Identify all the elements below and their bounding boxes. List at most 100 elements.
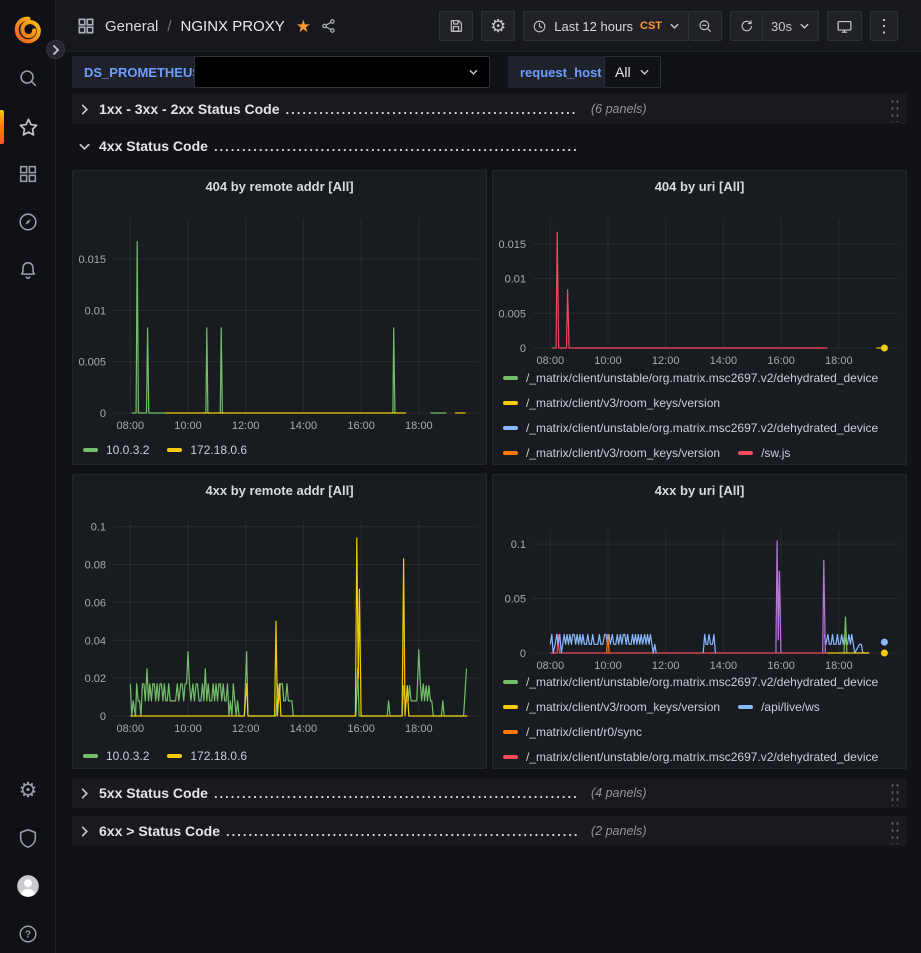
row-drag-handle[interactable] bbox=[890, 818, 899, 844]
refresh-button[interactable] bbox=[730, 11, 764, 41]
sidebar-item-configuration[interactable]: ⚙ bbox=[0, 768, 56, 812]
timeseries-chart-404-by-uri[interactable]: 0 0.005 0.01 0.015 08:00 10:00 12:00 14:00 16:00… bbox=[493, 201, 906, 371]
row-panel-count: (2 panels) bbox=[591, 824, 647, 838]
zoom-out-icon bbox=[699, 20, 711, 32]
row-dots-leader: ........................................… bbox=[226, 824, 577, 839]
sidebar-item-starred[interactable] bbox=[0, 105, 56, 149]
ds-prometheus-value-dropdown[interactable] bbox=[194, 56, 490, 88]
breadcrumb-section[interactable]: General bbox=[105, 17, 159, 35]
sidebar-item-server-admin[interactable] bbox=[0, 816, 56, 860]
sidebar-item-search[interactable] bbox=[0, 56, 56, 100]
chevron-down-icon bbox=[469, 69, 478, 75]
sidebar-item-profile[interactable] bbox=[0, 864, 56, 908]
sidebar-item-alerting[interactable] bbox=[0, 248, 56, 292]
svg-text:14:00: 14:00 bbox=[710, 660, 738, 671]
help-icon: ? bbox=[19, 925, 37, 943]
chart-legend: 10.0.3.2 172.18.0.6 bbox=[83, 743, 483, 768]
legend-item[interactable]: /_matrix/client/v3/room_keys/version bbox=[503, 390, 720, 415]
share-button[interactable] bbox=[320, 17, 338, 35]
refresh-interval-dropdown[interactable]: 30s bbox=[763, 11, 819, 41]
chart-legend: /_matrix/client/unstable/org.matrix.msc2… bbox=[503, 365, 903, 464]
request-host-value-dropdown[interactable]: All bbox=[604, 56, 661, 88]
time-range-label: Last 12 hours bbox=[554, 18, 634, 34]
svg-text:08:00: 08:00 bbox=[537, 660, 565, 671]
chevron-down-icon bbox=[800, 23, 809, 29]
svg-text:08:00: 08:00 bbox=[117, 723, 145, 735]
sidebar-item-help[interactable]: ? bbox=[0, 912, 56, 953]
legend-swatch bbox=[503, 729, 518, 734]
svg-text:08:00: 08:00 bbox=[537, 355, 565, 367]
svg-text:14:00: 14:00 bbox=[710, 355, 738, 367]
row-drag-handle[interactable] bbox=[890, 780, 899, 806]
svg-text:16:00: 16:00 bbox=[767, 355, 795, 367]
time-controls: Last 12 hours CST bbox=[523, 11, 723, 41]
bell-icon bbox=[20, 261, 36, 280]
kebab-menu-button[interactable]: ⋮ bbox=[870, 11, 898, 41]
legend-label: 172.18.0.6 bbox=[190, 748, 248, 763]
dashboard-row-4xx[interactable]: 4xx Status Code ........................… bbox=[72, 131, 907, 161]
legend-swatch bbox=[503, 450, 518, 455]
sidebar-item-explore[interactable] bbox=[0, 200, 56, 244]
legend-item[interactable]: 10.0.3.2 bbox=[83, 437, 149, 462]
timeseries-chart-404-by-remote-addr[interactable]: 0 0.005 0.01 0.015 08:00 10:00 12:00 14:00 16:00… bbox=[73, 201, 486, 437]
timeseries-chart-4xx-by-remote-addr[interactable]: 0 0.02 0.04 0.06 0.08 0.1 08:00 10:00 12:00 14:00… bbox=[73, 505, 486, 743]
legend-item[interactable]: /_matrix/client/unstable/org.matrix.msc2… bbox=[503, 415, 878, 440]
shield-icon bbox=[19, 828, 37, 848]
main-area: General / NGINX PROXY ★ bbox=[56, 0, 921, 953]
timeseries-chart-4xx-by-uri[interactable]: 0 0.05 0.1 08:00 10:00 12:00 14:00 16:00 18:00 bbox=[493, 505, 906, 671]
panel-title[interactable]: 4xx by uri [All] bbox=[654, 482, 745, 498]
legend-swatch bbox=[503, 425, 518, 430]
favorite-star-button[interactable]: ★ bbox=[295, 16, 311, 36]
time-range-picker[interactable]: Last 12 hours CST bbox=[523, 11, 690, 41]
svg-text:0.08: 0.08 bbox=[85, 560, 106, 572]
panel-title[interactable]: 404 by remote addr [All] bbox=[205, 178, 354, 194]
legend-item[interactable]: 10.0.3.2 bbox=[83, 743, 149, 768]
legend-swatch bbox=[167, 447, 183, 452]
legend-item[interactable]: /_matrix/client/unstable/org.matrix.msc2… bbox=[503, 365, 878, 390]
breadcrumb-dashboard-title[interactable]: NGINX PROXY bbox=[180, 17, 285, 35]
dashboard-grid-icon[interactable] bbox=[76, 16, 96, 36]
row-drag-handle[interactable] bbox=[890, 96, 899, 122]
panel-404-by-remote-addr: 404 by remote addr [All] 0 0.005 0.01 0.015… bbox=[72, 170, 487, 465]
svg-text:18:00: 18:00 bbox=[405, 723, 433, 735]
panel-title[interactable]: 4xx by remote addr [All] bbox=[205, 482, 354, 498]
save-icon bbox=[450, 20, 463, 32]
sidebar-item-dashboards[interactable] bbox=[0, 152, 56, 196]
row-title: 6xx > Status Code bbox=[99, 823, 220, 839]
legend-item[interactable]: 172.18.0.6 bbox=[167, 743, 247, 768]
panel-title[interactable]: 404 by uri [All] bbox=[654, 178, 745, 194]
cycle-view-button[interactable] bbox=[827, 11, 862, 41]
legend-item[interactable]: /_matrix/client/v3/room_keys/version bbox=[503, 440, 720, 464]
refresh-controls: 30s bbox=[730, 11, 819, 41]
legend-item[interactable]: /_matrix/client/unstable/org.matrix.msc2… bbox=[503, 744, 878, 768]
legend-swatch bbox=[503, 679, 518, 684]
svg-text:16:00: 16:00 bbox=[347, 723, 375, 735]
legend-label: /api/live/ws bbox=[761, 699, 820, 714]
legend-item[interactable]: /sw.js bbox=[738, 440, 790, 464]
sidebar-expand-button[interactable] bbox=[46, 40, 65, 59]
grafana-logo-icon bbox=[14, 16, 41, 44]
grafana-logo[interactable] bbox=[0, 8, 56, 52]
svg-text:0.015: 0.015 bbox=[498, 239, 526, 251]
dashboard-row-5xx[interactable]: 5xx Status Code ........................… bbox=[72, 778, 907, 808]
legend-item[interactable]: /api/live/ws bbox=[738, 694, 820, 719]
legend-label: /_matrix/client/v3/room_keys/version bbox=[526, 395, 721, 410]
legend-item[interactable]: /_matrix/client/v3/room_keys/version bbox=[503, 694, 720, 719]
legend-label: 172.18.0.6 bbox=[190, 442, 248, 457]
legend-swatch bbox=[503, 704, 518, 709]
chart-legend: /_matrix/client/unstable/org.matrix.msc2… bbox=[503, 669, 903, 768]
row-title: 4xx Status Code bbox=[99, 138, 208, 154]
save-dashboard-button[interactable] bbox=[439, 11, 474, 41]
legend-item[interactable]: 172.18.0.6 bbox=[167, 437, 247, 462]
avatar bbox=[17, 875, 39, 897]
svg-text:0.015: 0.015 bbox=[78, 254, 106, 266]
legend-item[interactable]: /_matrix/client/r0/sync bbox=[503, 719, 642, 744]
zoom-out-button[interactable] bbox=[689, 11, 723, 41]
dashboard-row-1xx-3xx-2xx[interactable]: 1xx - 3xx - 2xx Status Code ............… bbox=[72, 94, 907, 124]
dashboard-settings-button[interactable]: ⚙ bbox=[481, 11, 516, 41]
legend-item[interactable]: /_matrix/client/unstable/org.matrix.msc2… bbox=[503, 669, 878, 694]
svg-text:18:00: 18:00 bbox=[825, 355, 853, 367]
clock-icon bbox=[533, 20, 546, 32]
dashboards-grid-icon bbox=[19, 165, 37, 183]
dashboard-row-6xx[interactable]: 6xx > Status Code ......................… bbox=[72, 816, 907, 846]
